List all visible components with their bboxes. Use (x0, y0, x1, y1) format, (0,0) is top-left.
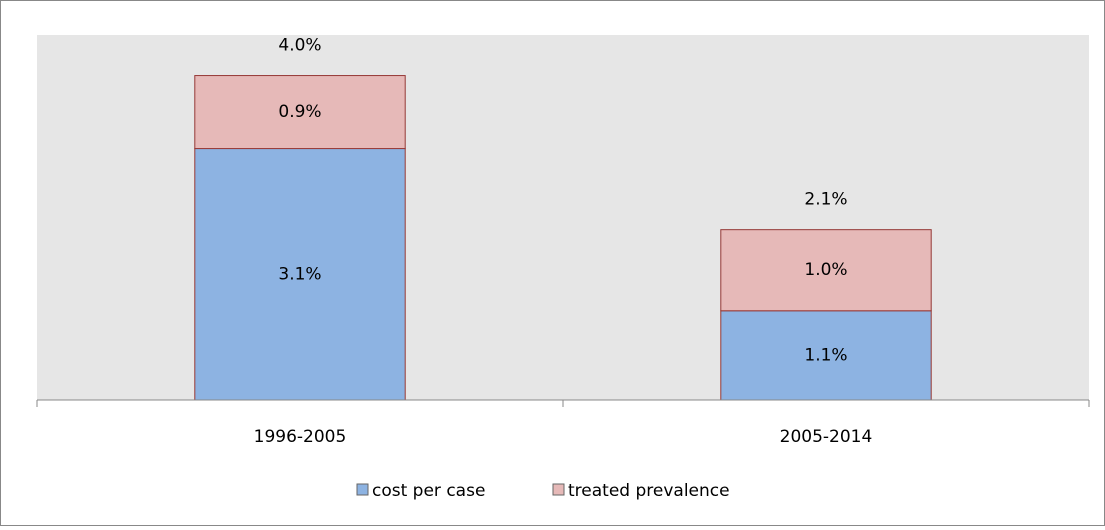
total-label: 4.0% (278, 36, 321, 56)
legend-label: treated prevalence (568, 481, 730, 501)
value-label: 0.9% (278, 102, 321, 122)
legend-swatch (356, 483, 369, 496)
x-tick-label: 2005-2014 (780, 427, 873, 447)
value-label: 1.1% (804, 345, 847, 365)
bar-segment (194, 75, 406, 150)
x-tick-label: 1996-2005 (254, 427, 347, 447)
legend-label: cost per case (372, 481, 485, 501)
bar-segment (720, 229, 932, 312)
value-label: 3.1% (278, 264, 321, 284)
bar-segment (720, 310, 932, 401)
legend-swatch (552, 483, 565, 496)
total-label: 2.1% (804, 190, 847, 210)
value-label: 1.0% (804, 260, 847, 280)
